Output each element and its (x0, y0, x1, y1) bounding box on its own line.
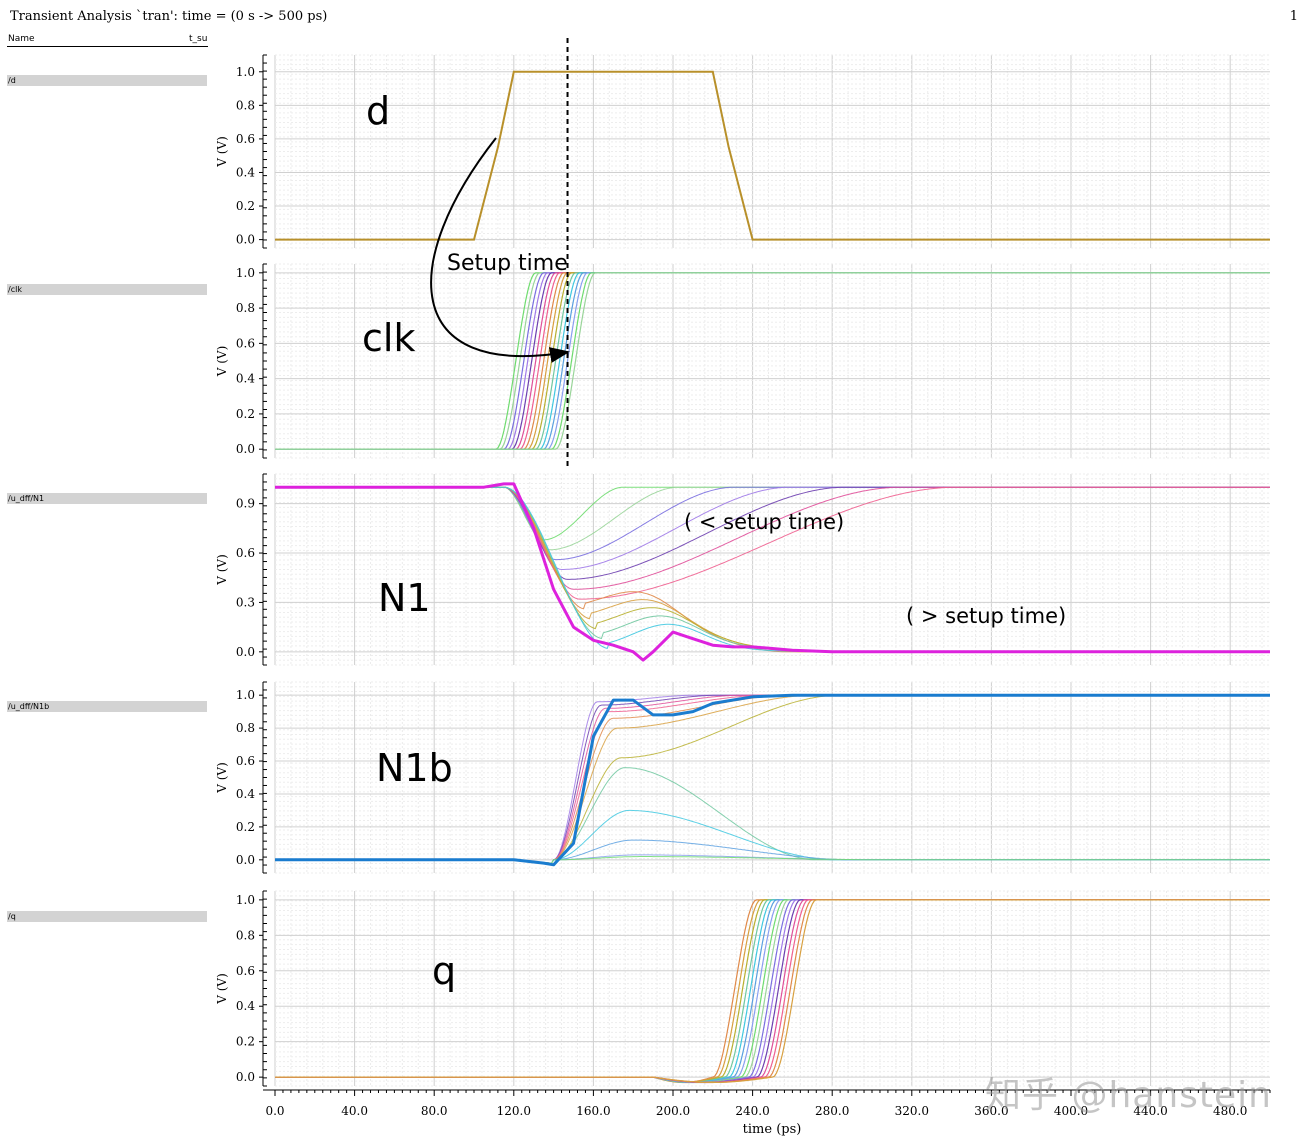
y-tick-label: 0.6 (236, 754, 255, 768)
x-tick-label: 80.0 (421, 1104, 448, 1118)
signal-row-n1[interactable]: /u_dff/N1 (7, 493, 207, 504)
q-sweep-line (275, 899, 1270, 1084)
y-tick-label: 0.0 (236, 645, 255, 659)
x-tick-label: 480.0 (1213, 1104, 1247, 1118)
bold-series-N1b (275, 693, 1270, 867)
x-tick-label: 0.0 (265, 1104, 284, 1118)
y-tick-label: 0.8 (236, 928, 255, 942)
signal-row-d[interactable]: /d (7, 75, 207, 86)
y-axis-label: V (V) (215, 973, 229, 1005)
setup-time-label: Setup time (447, 251, 568, 276)
panel-d: 1.0 0.8 0.6 0.4 0.2 0.0 V (V) (215, 54, 1270, 249)
q-sweep-line (275, 899, 1270, 1084)
y-tick-label: 0.4 (236, 999, 255, 1013)
q-sweep-line (275, 899, 1270, 1084)
y-axis-label: V (V) (215, 762, 229, 794)
panel-q: 1.0 0.8 0.6 0.4 0.2 0.0 V (V) (215, 890, 1270, 1087)
series-d (275, 70, 1270, 241)
y-tick-label: 0.8 (236, 721, 255, 735)
y-tick-label: 0.0 (236, 442, 255, 456)
panel-N1: 0.9 0.6 0.3 0.0 V (V) (215, 473, 1270, 666)
y-tick-label: 0.6 (236, 546, 255, 560)
x-tick-label: 440.0 (1133, 1104, 1167, 1118)
signal-row-n1b[interactable]: /u_dff/N1b (7, 701, 207, 712)
y-tick-label: 0.8 (236, 301, 255, 315)
q-sweep-line (275, 899, 1270, 1084)
q-sweep-line (275, 899, 1270, 1084)
q-sweep-line (275, 899, 1270, 1084)
label-clk: clk (362, 316, 415, 360)
label-d: d (366, 89, 390, 133)
y-tick-label: 0.2 (236, 199, 255, 213)
x-tick-label: 40.0 (341, 1104, 368, 1118)
y-axis-label: V (V) (215, 346, 229, 378)
lt-setup-label: ( < setup time) (684, 510, 844, 534)
clk-sweep-line (275, 272, 1270, 450)
x-tick-label: 160.0 (576, 1104, 610, 1118)
gt-setup-label: ( > setup time) (906, 604, 1066, 628)
y-axis-label: V (V) (215, 554, 229, 586)
y-tick-label: 0.0 (236, 233, 255, 247)
x-tick-label: 200.0 (656, 1104, 690, 1118)
y-tick-label: 0.6 (236, 336, 255, 350)
y-tick-label: 1.0 (236, 688, 255, 702)
y-tick-label: 0.4 (236, 165, 255, 179)
panel-N1b: 1.0 0.8 0.6 0.4 0.2 0.0 V (V) (215, 681, 1270, 874)
x-tick-label: 400.0 (1054, 1104, 1088, 1118)
y-tick-label: 0.2 (236, 820, 255, 834)
y-tick-label: 0.6 (236, 132, 255, 146)
y-tick-label: 0.4 (236, 372, 255, 386)
x-axis-label: time (ps) (743, 1122, 802, 1137)
y-tick-label: 0.9 (236, 497, 255, 511)
y-tick-label: 0.0 (236, 853, 255, 867)
x-tick-label: 320.0 (895, 1104, 929, 1118)
q-sweep-line (275, 899, 1270, 1084)
tsu-column-header[interactable]: t_su (189, 34, 208, 44)
setup-time-arrow (430, 137, 570, 363)
signal-row-clk[interactable]: /clk (7, 284, 207, 295)
q-sweep-line (275, 899, 1270, 1084)
y-tick-label: 0.6 (236, 964, 255, 978)
q-sweep-line (275, 899, 1270, 1084)
y-tick-label: 1.0 (236, 266, 255, 280)
x-tick-label: 280.0 (815, 1104, 849, 1118)
y-tick-label: 0.0 (236, 1070, 255, 1084)
panel-clk: 1.0 0.8 0.6 0.4 0.2 0.0 V (V) (215, 263, 1270, 459)
y-tick-label: 1.0 (236, 65, 255, 79)
q-sweep-line (275, 899, 1270, 1084)
q-sweep-line (275, 899, 1270, 1084)
watermark: 知乎 @hanstein (985, 1075, 1272, 1116)
q-sweep-line (275, 899, 1270, 1084)
y-tick-label: 0.8 (236, 98, 255, 112)
x-tick-label: 120.0 (497, 1104, 531, 1118)
y-tick-label: 0.4 (236, 787, 255, 801)
q-sweep-line (275, 899, 1270, 1084)
n1b-sweep-line (275, 809, 1270, 864)
signal-row-q[interactable]: /q (7, 911, 207, 922)
header-divider (7, 46, 208, 47)
label-q: q (432, 949, 456, 993)
window-title: Transient Analysis `tran': time = (0 s -… (10, 9, 328, 24)
x-tick-label: 360.0 (974, 1104, 1008, 1118)
name-column-header[interactable]: Name (8, 34, 35, 44)
y-tick-label: 1.0 (236, 893, 255, 907)
y-tick-label: 0.2 (236, 1035, 255, 1049)
y-tick-label: 0.3 (236, 595, 255, 609)
x-axis: 0.0 40.0 80.0 120.0 160.0 200.0 240.0 280.0 320.… (263, 1089, 1271, 1118)
q-sweep-line (275, 899, 1270, 1084)
x-tick-label: 240.0 (735, 1104, 769, 1118)
q-sweep-line (275, 899, 1270, 1084)
y-axis-label: V (V) (215, 136, 229, 168)
q-sweep-line (275, 899, 1270, 1084)
y-tick-label: 0.2 (236, 407, 255, 421)
label-n1b: N1b (376, 746, 453, 790)
bold-series-N1 (275, 482, 1270, 662)
label-n1: N1 (378, 576, 431, 620)
page-number: 1 (1289, 9, 1298, 24)
